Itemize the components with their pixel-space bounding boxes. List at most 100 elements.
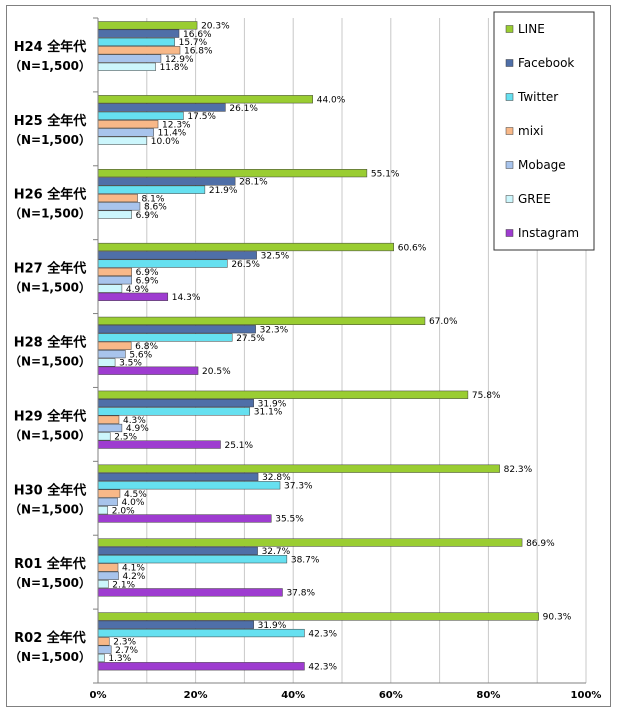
value-label: 38.7% [291, 555, 320, 565]
legend-swatch [505, 229, 514, 237]
bar-mobage [97, 276, 132, 285]
value-label: 10.0% [151, 137, 180, 147]
bar-twitter [97, 333, 233, 342]
bar-mobage [97, 497, 118, 506]
value-label: 60.6% [398, 243, 427, 253]
bar-mobage [97, 202, 141, 211]
bar-mixi [97, 120, 159, 129]
category-sublabel: （N=1,500） [9, 58, 91, 73]
bar-facebook [97, 620, 254, 629]
value-label: 8.6% [144, 203, 167, 213]
bar-line [97, 464, 500, 473]
legend-entry: Mobage [518, 158, 566, 172]
value-label: 32.8% [262, 473, 291, 483]
bar-facebook [97, 325, 256, 334]
legend: LINE Facebook Twitter mixi Mobage GREE Instagr… [493, 11, 595, 251]
value-label: 35.5% [275, 515, 304, 525]
value-label: 4.5% [124, 490, 147, 500]
bar-facebook [97, 546, 258, 555]
category-sublabel: （N=1,500） [9, 575, 91, 590]
bar-mixi [97, 563, 119, 572]
bar-twitter [97, 555, 288, 564]
category-label: R02 全年代 [14, 630, 86, 646]
value-label: 37.3% [284, 482, 313, 492]
value-label: 32.3% [260, 325, 289, 335]
bar-facebook [97, 177, 236, 186]
category-sublabel: （N=1,500） [9, 427, 91, 442]
bar-facebook [97, 29, 180, 38]
value-label: 11.4% [158, 129, 187, 139]
legend-swatch [505, 93, 514, 101]
value-label: 2.3% [113, 638, 136, 648]
value-label: 14.3% [172, 293, 201, 303]
value-label: 27.5% [236, 334, 265, 344]
value-label: 32.7% [262, 547, 291, 557]
category-sublabel: （N=1,500） [9, 280, 91, 295]
x-tick-label: 60% [379, 690, 403, 701]
bar-twitter [97, 185, 206, 194]
value-label: 44.0% [317, 95, 346, 105]
value-label: 6.9% [136, 276, 159, 286]
value-label: 67.0% [429, 317, 458, 327]
category-label: H24 全年代 [14, 39, 87, 55]
bar-line [97, 612, 539, 621]
legend-swatch [505, 127, 514, 135]
value-label: 4.3% [123, 416, 146, 426]
legend-entry: Instagram [518, 226, 579, 240]
value-label: 20.5% [202, 367, 231, 377]
category-sublabel: （N=1,500） [9, 206, 91, 221]
legend-swatch [505, 25, 514, 33]
bar-gree [97, 210, 132, 219]
bar-twitter [97, 111, 184, 120]
value-label: 55.1% [371, 169, 400, 179]
legend-swatch [505, 195, 514, 203]
axes: H24 全年代 （N=1,500） H25 全年代 （N=1,500） H26 全年代 （… [9, 17, 602, 701]
category-label: H27 全年代 [14, 261, 87, 277]
value-labels: 20.3%16.6%15.7%16.8%12.9%11.8% 44.0% 26.1%… [108, 22, 571, 673]
legend-entry: Twitter [517, 90, 558, 104]
category-sublabel: （N=1,500） [9, 649, 91, 664]
value-label: 3.5% [119, 359, 142, 369]
x-tick-label: 80% [476, 690, 500, 701]
value-label: 4.9% [126, 285, 149, 295]
bar-instagram [97, 366, 199, 375]
bar-facebook [97, 251, 257, 260]
value-label: 5.6% [129, 350, 152, 360]
bar-line [97, 242, 394, 252]
bar-gree [97, 358, 116, 367]
value-label: 4.0% [122, 498, 145, 508]
value-label: 21.9% [209, 186, 238, 196]
category-label: R01 全年代 [14, 556, 86, 572]
bar-twitter [97, 407, 251, 416]
bar-mobage [97, 54, 162, 63]
value-label: 2.1% [112, 580, 135, 590]
category-sublabel: （N=1,500） [9, 501, 91, 516]
category-label: H30 全年代 [14, 482, 87, 498]
x-tick-label: 100% [571, 690, 602, 701]
value-label: 15.7% [179, 38, 208, 48]
bar-gree [97, 136, 148, 145]
legend-entry: Facebook [518, 56, 574, 70]
value-label: 32.5% [261, 252, 290, 262]
bar-line [97, 316, 426, 326]
bar-mixi [97, 341, 132, 350]
bar-mixi [97, 489, 121, 498]
bar-gree [97, 579, 109, 589]
bar-gree [97, 653, 105, 663]
bar-gree [97, 284, 123, 293]
value-label: 12.9% [165, 55, 194, 65]
value-label: 8.1% [142, 194, 165, 204]
value-label: 16.8% [184, 47, 213, 57]
value-label: 25.1% [224, 441, 253, 451]
bar-mobage [97, 423, 123, 433]
category-sublabel: （N=1,500） [9, 354, 91, 369]
value-label: 16.6% [183, 30, 212, 40]
value-label: 42.3% [308, 629, 337, 639]
bars [97, 21, 539, 671]
bar-line [97, 21, 198, 30]
bar-mixi [97, 46, 181, 55]
bar-mobage [97, 645, 112, 654]
bar-facebook [97, 472, 259, 482]
value-label: 12.3% [162, 120, 191, 130]
